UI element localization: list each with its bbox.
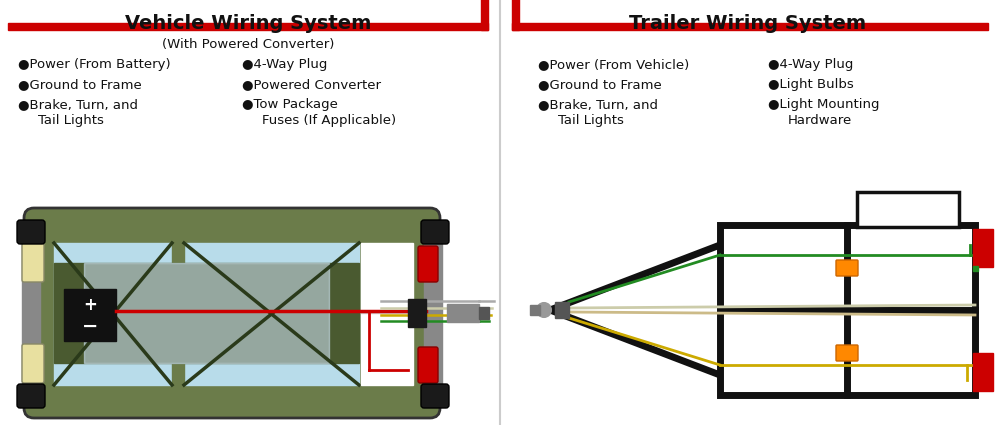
Text: Vehicle Wiring System: Vehicle Wiring System: [125, 14, 371, 33]
Bar: [512, 23, 988, 30]
FancyBboxPatch shape: [421, 220, 449, 244]
Circle shape: [537, 303, 551, 317]
Bar: [424, 238, 442, 388]
Text: ●Tow Package: ●Tow Package: [242, 98, 338, 111]
Text: Trailer Wiring System: Trailer Wiring System: [629, 14, 867, 33]
Bar: [481, 0, 488, 30]
Text: Tail Lights: Tail Lights: [38, 114, 104, 127]
Bar: [973, 266, 978, 271]
Bar: [973, 229, 993, 267]
Bar: [720, 225, 975, 395]
Bar: [172, 243, 184, 385]
FancyBboxPatch shape: [418, 347, 438, 383]
Bar: [555, 302, 569, 318]
Text: Tail Lights: Tail Lights: [558, 114, 624, 127]
Bar: [512, 0, 519, 30]
FancyBboxPatch shape: [421, 384, 449, 408]
Text: ●Power (From Vehicle): ●Power (From Vehicle): [538, 58, 689, 71]
Bar: [361, 243, 413, 385]
Text: +: +: [83, 296, 97, 314]
Bar: [84, 263, 329, 363]
Bar: [408, 299, 426, 327]
Text: ●Power (From Battery): ●Power (From Battery): [18, 58, 171, 71]
FancyBboxPatch shape: [836, 345, 858, 361]
Bar: [22, 238, 40, 388]
Text: ●Brake, Turn, and: ●Brake, Turn, and: [538, 98, 658, 111]
Bar: [184, 243, 359, 385]
Bar: [447, 304, 479, 322]
FancyBboxPatch shape: [836, 260, 858, 276]
FancyBboxPatch shape: [22, 243, 44, 282]
Bar: [54, 263, 359, 363]
FancyBboxPatch shape: [17, 220, 45, 244]
Bar: [973, 353, 993, 391]
Text: ●4-Way Plug: ●4-Way Plug: [242, 58, 327, 71]
Text: ●Light Mounting: ●Light Mounting: [768, 98, 880, 111]
Bar: [530, 305, 540, 315]
Text: ●Brake, Turn, and: ●Brake, Turn, and: [18, 98, 138, 111]
FancyBboxPatch shape: [418, 246, 438, 282]
Text: (With Powered Converter): (With Powered Converter): [162, 38, 334, 51]
Text: Hardware: Hardware: [788, 114, 852, 127]
Bar: [64, 289, 116, 341]
FancyBboxPatch shape: [22, 344, 44, 383]
Bar: [545, 215, 1000, 405]
Text: ●Ground to Frame: ●Ground to Frame: [538, 78, 662, 91]
Bar: [8, 23, 488, 30]
Text: ●Powered Converter: ●Powered Converter: [242, 78, 381, 91]
Bar: [479, 307, 489, 319]
Bar: [857, 192, 959, 227]
Text: Fuses (If Applicable): Fuses (If Applicable): [262, 114, 396, 127]
Bar: [54, 243, 172, 385]
Text: ●4-Way Plug: ●4-Way Plug: [768, 58, 853, 71]
Text: −: −: [82, 317, 98, 336]
Text: ●Light Bulbs: ●Light Bulbs: [768, 78, 854, 91]
FancyBboxPatch shape: [24, 208, 440, 418]
FancyBboxPatch shape: [17, 384, 45, 408]
Text: ●Ground to Frame: ●Ground to Frame: [18, 78, 142, 91]
